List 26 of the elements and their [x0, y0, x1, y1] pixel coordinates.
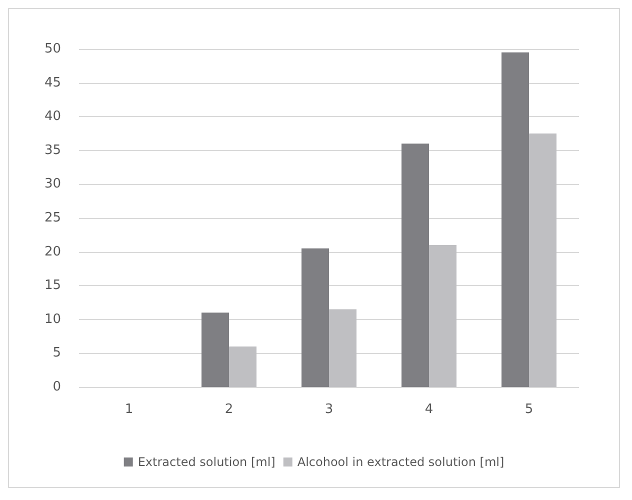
y-tick-label: 25: [44, 210, 61, 226]
y-tick-label: 35: [44, 142, 61, 158]
y-tick-label: 0: [52, 380, 61, 394]
y-tick-label: 50: [44, 42, 61, 56]
y-tick-label: 10: [44, 312, 61, 327]
bar: [329, 309, 356, 387]
x-tick-label: 5: [524, 402, 534, 417]
bar: [229, 346, 256, 387]
bar: [529, 134, 556, 387]
x-tick-label: 2: [224, 402, 234, 417]
bar: [502, 52, 529, 387]
x-tick-label: 3: [324, 402, 334, 417]
y-tick-label: 15: [44, 278, 61, 294]
bar: [202, 312, 229, 387]
x-tick-label: 4: [424, 402, 434, 417]
x-tick-label: 1: [124, 402, 134, 417]
y-tick-label: 45: [44, 75, 61, 90]
y-tick-label: 5: [52, 346, 61, 361]
y-tick-label: 30: [44, 176, 61, 192]
bar: [402, 144, 429, 387]
legend-label: Alcohool in extracted solution [ml]: [297, 455, 504, 469]
legend-label: Extracted solution [ml]: [138, 455, 276, 469]
y-tick-label: 40: [44, 109, 61, 124]
y-tick-label: 20: [44, 244, 61, 260]
bar: [302, 248, 329, 387]
bar: [429, 245, 456, 387]
